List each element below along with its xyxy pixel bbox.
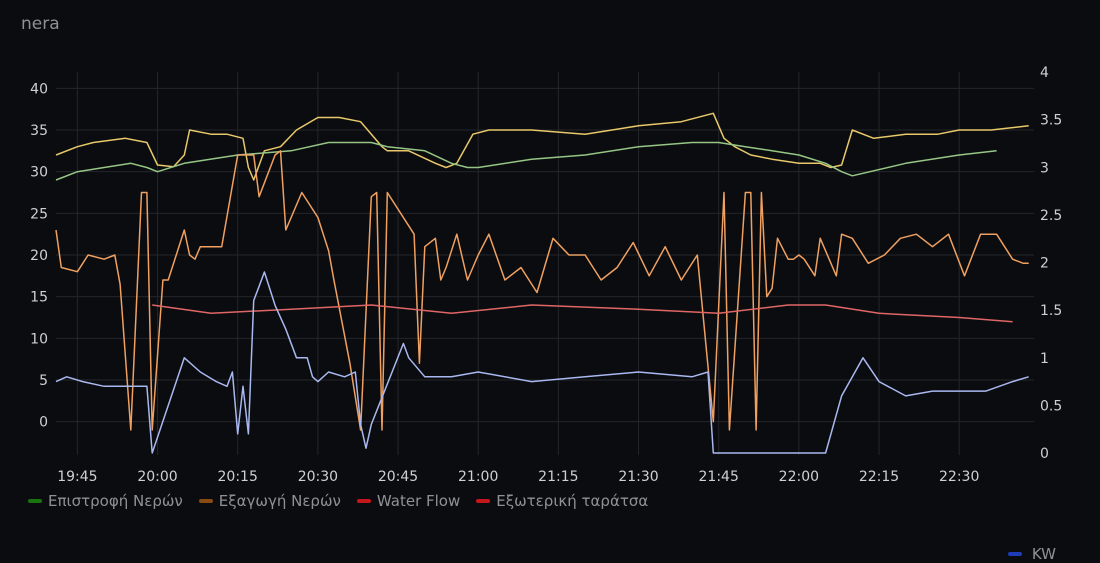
y-tick-left: 5 (39, 373, 48, 389)
y-tick-right: 2.5 (1040, 208, 1062, 224)
legend-label-outdoor: Εξωτερική ταράτσα (496, 492, 649, 510)
legend: Επιστροφή Νερών Εξαγωγή Νερών Water Flow… (28, 492, 648, 510)
legend-swatch-kw (1007, 552, 1022, 556)
legend-item-return[interactable]: Επιστροφή Νερών (28, 492, 183, 510)
y-tick-right: 4 (1040, 65, 1049, 81)
legend-item-water-flow[interactable]: Water Flow (356, 492, 461, 510)
legend-swatch-export (198, 499, 213, 503)
y-tick-left: 25 (30, 206, 48, 222)
x-tick: 21:30 (618, 469, 658, 485)
y-tick-left: 40 (30, 81, 48, 97)
x-axis: 19:45 20:00 20:15 20:30 20:45 21:00 21:15 21:30… (57, 469, 979, 485)
legend-swatch-return (28, 499, 42, 503)
x-tick: 20:30 (298, 469, 338, 485)
y-tick-left: 0 (39, 415, 48, 431)
chart-series (55, 112, 1029, 454)
left-axis: 0 5 10 15 20 25 30 35 40 (30, 81, 48, 430)
y-tick-left: 20 (30, 248, 48, 264)
legend-item-kw[interactable]: KW (1007, 545, 1056, 563)
x-tick: 22:30 (939, 469, 979, 485)
right-axis: 0 0.5 1 1.5 2 2.5 3 3.5 4 (1040, 65, 1062, 462)
y-tick-right: 3 (1040, 160, 1049, 176)
legend-label-export: Εξαγωγή Νερών (218, 492, 341, 510)
series-line-return (55, 141, 997, 181)
legend-swatch-water-flow (356, 499, 371, 503)
x-tick: 21:45 (699, 469, 739, 485)
legend-item-outdoor[interactable]: Εξωτερική ταράτσα (476, 492, 648, 510)
x-tick: 20:15 (218, 469, 258, 485)
y-tick-right: 0 (1040, 446, 1049, 462)
y-tick-right: 1 (1040, 351, 1049, 367)
y-tick-right: 2 (1040, 256, 1049, 272)
y-tick-left: 15 (30, 290, 48, 306)
y-tick-left: 30 (30, 165, 48, 181)
x-tick: 21:00 (458, 469, 498, 485)
series-line-export (55, 150, 1029, 431)
x-tick: 20:00 (137, 469, 177, 485)
x-tick: 19:45 (57, 469, 97, 485)
panel-title: nera (21, 14, 60, 34)
series-line-kw (55, 271, 1029, 454)
series-line-outdoor (152, 304, 1013, 323)
series-line-supply (55, 112, 1029, 181)
y-tick-left: 10 (30, 331, 48, 347)
legend-swatch-outdoor (476, 499, 491, 503)
y-tick-left: 35 (30, 123, 48, 139)
chart-grid (56, 72, 1034, 455)
x-tick: 20:45 (378, 469, 418, 485)
y-tick-right: 1.5 (1040, 303, 1062, 319)
legend-label-kw: KW (1031, 545, 1056, 563)
legend-label-return: Επιστροφή Νερών (48, 492, 183, 510)
x-tick: 22:15 (859, 469, 899, 485)
x-tick: 22:00 (779, 469, 819, 485)
y-tick-right: 0.5 (1040, 398, 1062, 414)
legend-item-export[interactable]: Εξαγωγή Νερών (198, 492, 341, 510)
y-tick-right: 3.5 (1040, 113, 1062, 129)
legend-label-water-flow: Water Flow (376, 492, 461, 510)
x-tick: 21:15 (538, 469, 578, 485)
